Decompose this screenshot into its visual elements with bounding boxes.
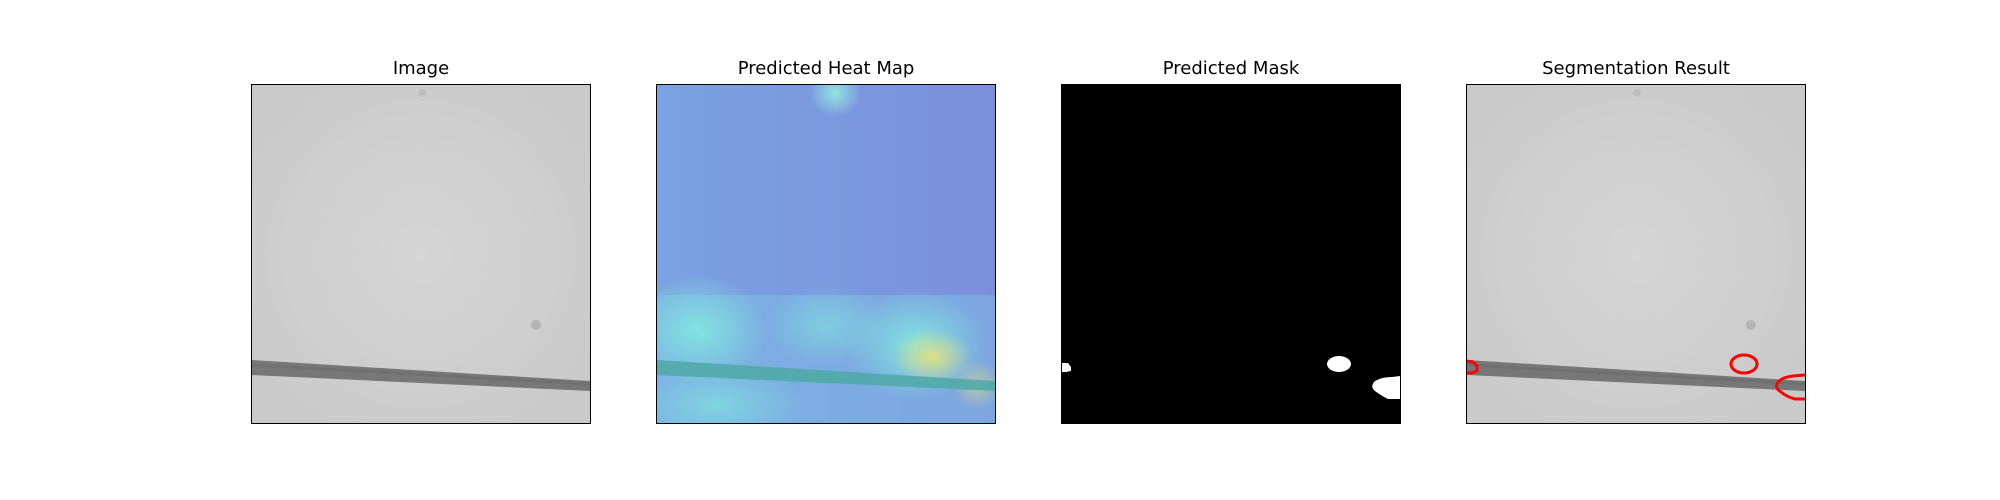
panel-title-segmentation: Segmentation Result	[1542, 58, 1730, 79]
segmentation-contours	[1467, 353, 1805, 401]
segmentation-panel	[1466, 84, 1806, 424]
heatmap-panel	[656, 84, 996, 424]
mask-panel	[1061, 84, 1401, 424]
panel-title-heatmap: Predicted Heat Map	[737, 58, 915, 79]
mask-image	[1062, 85, 1400, 423]
panel-title-mask: Predicted Mask	[1162, 58, 1300, 79]
panel-title-image: Image	[392, 58, 450, 79]
heatmap-image	[657, 85, 995, 423]
image-panel	[251, 84, 591, 424]
grayscale-image	[252, 85, 590, 423]
segmentation-image	[1467, 85, 1805, 423]
